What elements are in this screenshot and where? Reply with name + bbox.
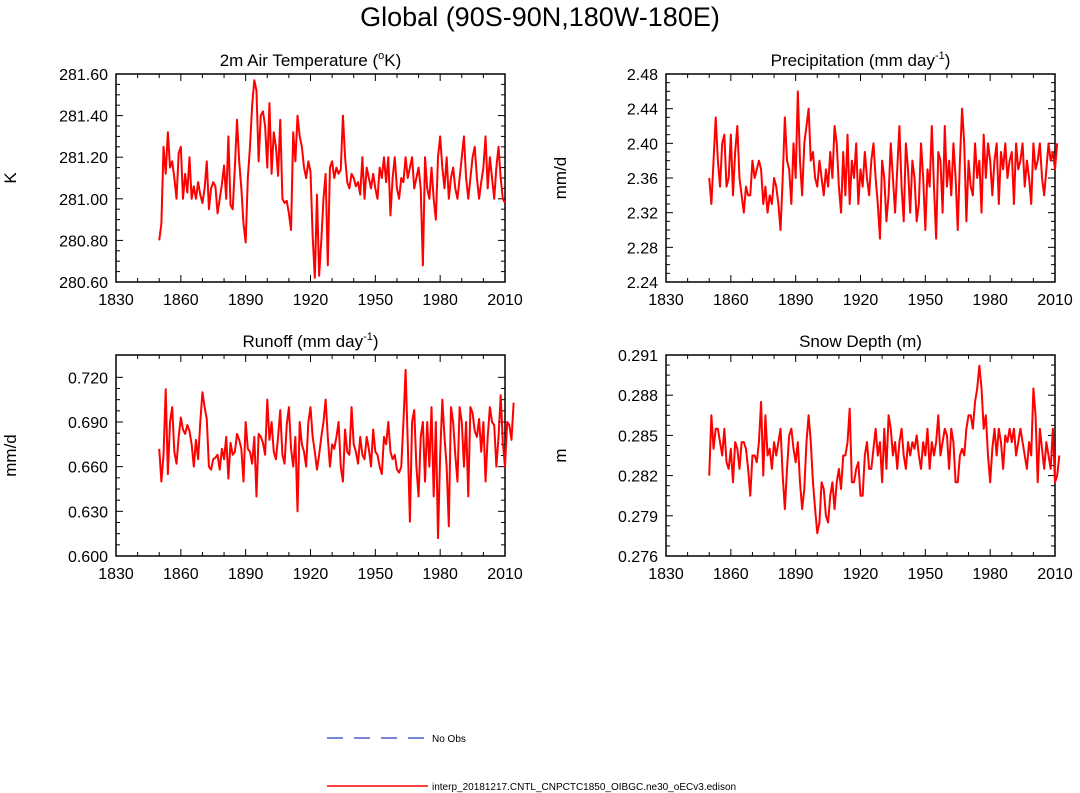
series-line xyxy=(708,364,1061,535)
legend: No Obs interp_20181217.CNTL_CNPCTC1850_O… xyxy=(327,734,736,793)
series-line xyxy=(158,368,515,540)
y-tick-label: 281.20 xyxy=(59,150,108,167)
y-tick-label: 0.279 xyxy=(618,509,658,526)
y-tick-label: 2.24 xyxy=(627,275,658,292)
x-tick-label: 1830 xyxy=(648,292,684,309)
x-tick-label: 1860 xyxy=(713,292,749,309)
x-tick-label: 2010 xyxy=(1037,566,1073,583)
x-tick-label: 1890 xyxy=(228,566,264,583)
y-tick-label: 0.630 xyxy=(68,504,108,521)
series-line xyxy=(158,79,506,279)
chart-title: Precipitation (mm day-1) xyxy=(771,50,951,70)
y-tick-label: 281.60 xyxy=(59,67,108,84)
legend-model-label: interp_20181217.CNTL_CNPCTC1850_OIBGC.ne… xyxy=(432,782,736,793)
chart-panel: Runoff (mm day-1) mm/d 1830 1860 1890 1920 195… xyxy=(1,331,523,583)
x-tick-label: 1860 xyxy=(713,566,749,583)
legend-obs-label: No Obs xyxy=(432,734,466,745)
y-tick-label: 2.40 xyxy=(627,136,658,153)
x-tick-label: 1860 xyxy=(163,292,199,309)
chart-title: Snow Depth (m) xyxy=(799,332,922,351)
chart-title: 2m Air Temperature (oK) xyxy=(220,50,402,70)
x-tick-label: 1830 xyxy=(648,566,684,583)
y-tick-label: 0.720 xyxy=(68,370,108,387)
x-tick-label: 1890 xyxy=(778,566,814,583)
y-tick-label: 2.44 xyxy=(627,102,658,119)
x-tick-label: 1920 xyxy=(293,292,329,309)
x-tick-label: 1980 xyxy=(972,566,1008,583)
x-tick-label: 1860 xyxy=(163,566,199,583)
x-tick-label: 1830 xyxy=(98,566,134,583)
x-tick-label: 1920 xyxy=(843,292,879,309)
y-axis-label: mm/d xyxy=(551,157,570,200)
x-tick-label: 1950 xyxy=(908,292,944,309)
y-tick-label: 0.690 xyxy=(68,415,108,432)
y-tick-label: 281.40 xyxy=(59,109,108,126)
y-tick-label: 2.28 xyxy=(627,240,658,257)
y-tick-label: 0.285 xyxy=(618,428,658,445)
y-tick-label: 0.288 xyxy=(618,388,658,405)
x-tick-label: 1950 xyxy=(908,566,944,583)
x-tick-label: 1890 xyxy=(778,292,814,309)
x-tick-label: 1980 xyxy=(422,566,458,583)
y-tick-label: 0.600 xyxy=(68,549,108,566)
y-axis-label: K xyxy=(1,172,20,184)
y-tick-label: 2.36 xyxy=(627,171,658,188)
x-tick-label: 2010 xyxy=(1037,292,1073,309)
x-tick-label: 1980 xyxy=(972,292,1008,309)
series-line xyxy=(708,90,1059,240)
y-axis-label: m xyxy=(551,448,570,462)
chart-panel: Precipitation (mm day-1) mm/d 1830 1860 1890… xyxy=(551,50,1073,309)
chart-panel: 2m Air Temperature (oK) K 1830 1860 1890 1920… xyxy=(1,50,523,309)
chart-panel: Snow Depth (m) m 1830 1860 1890 1920 1950 1980 2… xyxy=(551,332,1073,583)
x-tick-label: 2010 xyxy=(487,292,523,309)
y-tick-label: 0.282 xyxy=(618,469,658,486)
x-tick-label: 1890 xyxy=(228,292,264,309)
y-tick-label: 2.32 xyxy=(627,206,658,223)
y-tick-label: 280.80 xyxy=(59,233,108,250)
y-tick-label: 280.60 xyxy=(59,275,108,292)
x-tick-label: 1920 xyxy=(293,566,329,583)
y-tick-label: 0.660 xyxy=(68,460,108,477)
chart-title: Runoff (mm day-1) xyxy=(242,331,378,351)
y-tick-label: 0.276 xyxy=(618,549,658,566)
y-tick-label: 281.00 xyxy=(59,192,108,209)
x-tick-label: 1830 xyxy=(98,292,134,309)
figure-title: Global (90S-90N,180W-180E) xyxy=(360,2,720,32)
x-tick-label: 1980 xyxy=(422,292,458,309)
x-tick-label: 1950 xyxy=(358,292,394,309)
x-tick-label: 2010 xyxy=(487,566,523,583)
panels: 2m Air Temperature (oK) K 1830 1860 1890 1920… xyxy=(1,50,1073,583)
y-tick-label: 0.291 xyxy=(618,348,658,365)
y-axis-label: mm/d xyxy=(1,434,20,477)
x-tick-label: 1950 xyxy=(358,566,394,583)
y-tick-label: 2.48 xyxy=(627,67,658,84)
x-tick-label: 1920 xyxy=(843,566,879,583)
